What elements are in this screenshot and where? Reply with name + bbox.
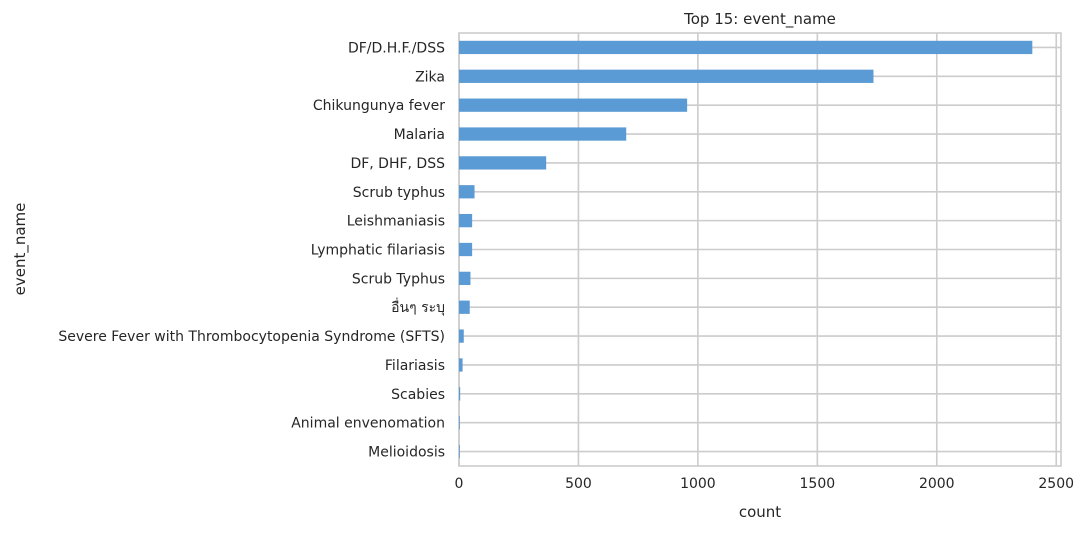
bar xyxy=(459,271,471,286)
bar xyxy=(459,213,473,228)
y-tick-label: Zika xyxy=(415,69,445,85)
y-tick-label: Melioidosis xyxy=(368,445,445,461)
grid-layer xyxy=(458,32,1062,467)
y-tick-label: DF, DHF, DSS xyxy=(350,156,445,172)
y-tick-labels: DF/D.H.F./DSS Zika Chikungunya fever Malari… xyxy=(58,40,445,460)
bar xyxy=(459,69,874,83)
y-tick-label: Chikungunya fever xyxy=(313,98,445,114)
x-tick-label: 2500 xyxy=(1038,476,1074,492)
bars-layer xyxy=(459,40,1033,459)
bar xyxy=(459,358,463,372)
x-tick-label: 1000 xyxy=(680,476,716,492)
y-tick-label: Scabies xyxy=(391,387,445,403)
y-tick-label: Malaria xyxy=(394,127,445,143)
y-tick-label: Severe Fever with Thrombocytopenia Syndr… xyxy=(58,329,445,345)
y-tick-label: DF/D.H.F./DSS xyxy=(348,40,445,56)
x-tick-label: 500 xyxy=(565,476,592,492)
bar xyxy=(459,416,460,430)
bar xyxy=(459,98,688,112)
x-tick-label: 2000 xyxy=(919,476,955,492)
bar xyxy=(459,444,460,459)
y-tick-label: Leishmaniasis xyxy=(347,214,445,230)
x-tick-label: 0 xyxy=(455,476,464,492)
x-tick-labels: 0 500 1000 1500 2000 2500 xyxy=(455,476,1075,492)
y-tick-label: อื่นๆ ระบุ xyxy=(391,298,445,316)
bar xyxy=(459,329,464,343)
bar xyxy=(459,185,475,199)
bar xyxy=(459,127,627,141)
x-tick-label: 1500 xyxy=(800,476,836,492)
y-tick-label: Lymphatic filariasis xyxy=(311,243,445,259)
bar xyxy=(459,242,473,257)
bar xyxy=(459,40,1033,55)
y-tick-label: Scrub typhus xyxy=(353,185,445,201)
y-tick-label: Scrub Typhus xyxy=(352,271,445,287)
x-axis-label: count xyxy=(739,503,781,521)
y-tick-label: Animal envenomation xyxy=(291,416,445,432)
bar xyxy=(459,300,470,314)
bar xyxy=(459,387,461,401)
chart-title: Top 15: event_name xyxy=(683,10,836,29)
y-tick-label: Filariasis xyxy=(385,358,445,374)
y-axis-label: event_name xyxy=(11,203,30,296)
bar xyxy=(459,156,547,170)
